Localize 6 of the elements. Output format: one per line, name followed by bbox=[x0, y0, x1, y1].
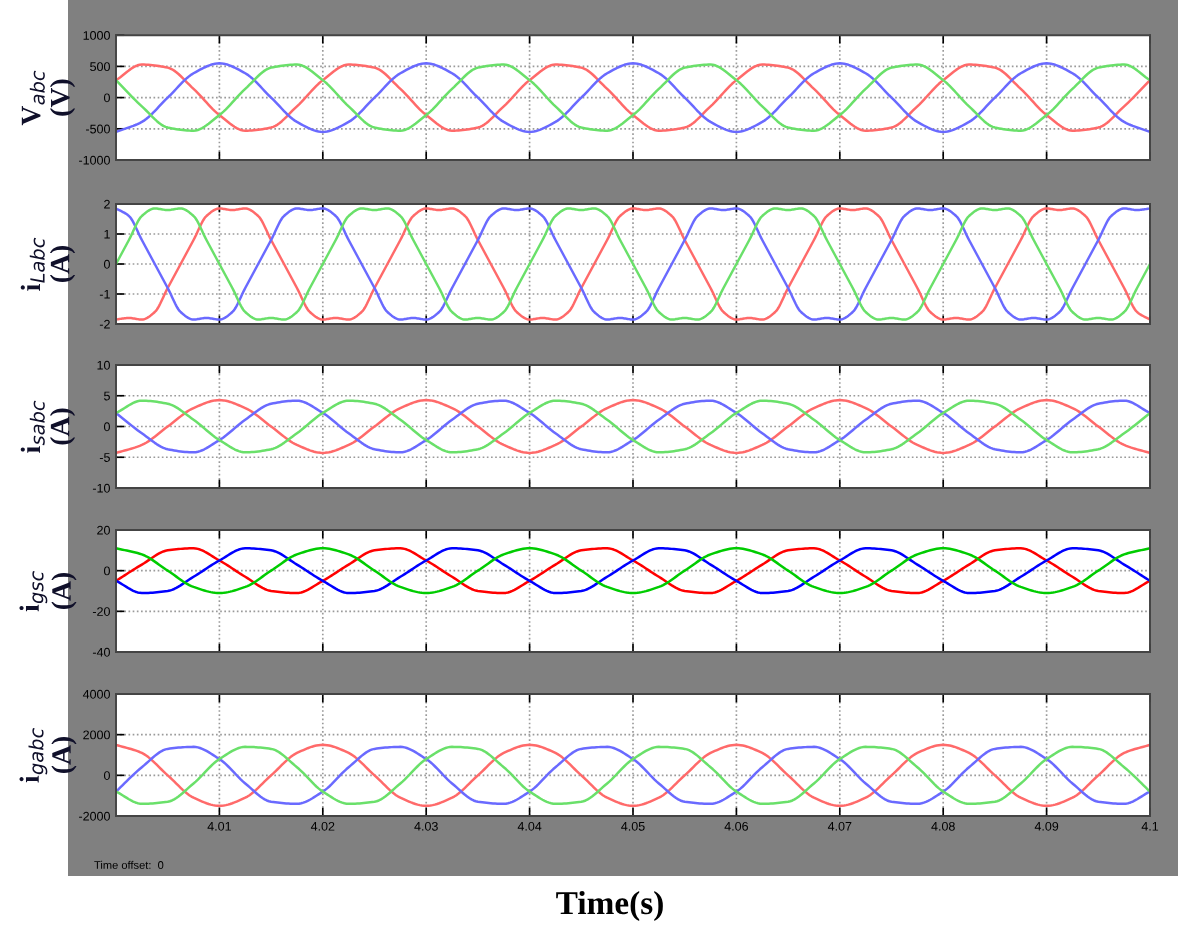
x-axis-title: Time(s) bbox=[556, 890, 663, 922]
y-axis-title: V$_{abc}$ (V) bbox=[21, 70, 76, 126]
y-axis-title: i$_{gsc}$ (A) bbox=[19, 571, 77, 612]
y-axis-title: i$_{gabc}$ (A) bbox=[19, 728, 77, 783]
y-axis-title: i$_{Labc}$ (A) bbox=[20, 237, 76, 291]
y-axis-title: i$_{sabc}$ (A) bbox=[20, 400, 76, 453]
